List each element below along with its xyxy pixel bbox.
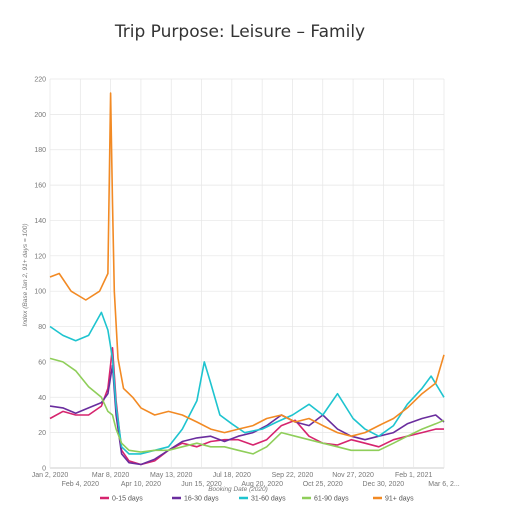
legend: 0-15 days 16-30 days 31-60 days 61-90 days 9… — [100, 496, 414, 503]
y-tick-label: 140 — [34, 218, 46, 225]
y-tick-label: 180 — [34, 147, 46, 154]
grid-lines — [49, 78, 445, 469]
chart-title: Trip Purpose: Leisure – Family — [114, 22, 366, 42]
x-tick-labels: Jan 2, 2020 Feb 4, 2020 Mar 8, 2020 Apr 10,… — [32, 472, 460, 488]
legend-label: 61-90 days — [314, 496, 349, 503]
y-tick-label: 120 — [34, 253, 46, 260]
x-axis-label: Booking Date (2020) — [208, 486, 268, 493]
y-tick-label: 100 — [34, 289, 46, 296]
x-tick-label: Feb 4, 2020 — [62, 481, 99, 488]
x-tick-label: Sep 22, 2020 — [272, 472, 314, 479]
y-tick-labels: 0 20 40 60 80 100 120 140 160 180 200 220 — [34, 77, 46, 473]
y-tick-label: 80 — [38, 324, 46, 331]
y-tick-label: 160 — [34, 183, 46, 190]
legend-label: 16-30 days — [184, 496, 219, 503]
y-axis-label: Index (Base Jan 2, 91+ days = 100) — [22, 224, 29, 327]
legend-label: 0-15 days — [112, 496, 143, 503]
x-tick-label: Oct 25, 2020 — [303, 481, 343, 488]
x-tick-label: Apr 10, 2020 — [121, 481, 161, 488]
x-tick-label: Feb 1, 2021 — [395, 472, 432, 479]
series-line — [49, 346, 444, 466]
x-tick-label: May 13, 2020 — [150, 472, 193, 479]
series-line — [49, 92, 445, 438]
series-lines — [49, 92, 445, 466]
x-tick-label: Aug 20, 2020 — [241, 481, 283, 488]
series-line — [49, 357, 445, 455]
y-tick-label: 200 — [34, 112, 46, 119]
x-tick-label: Nov 27, 2020 — [332, 472, 374, 479]
x-tick-label: Dec 30, 2020 — [363, 481, 405, 488]
x-tick-label: Jan 2, 2020 — [32, 472, 69, 479]
x-tick-label: Mar 6, 2... — [428, 481, 460, 488]
y-tick-label: 60 — [38, 359, 46, 366]
y-tick-label: 40 — [38, 395, 46, 402]
y-tick-label: 220 — [34, 77, 46, 84]
y-tick-label: 0 — [42, 466, 46, 473]
series-line — [49, 311, 445, 455]
legend-label: 31-60 days — [251, 496, 286, 503]
y-tick-label: 20 — [38, 430, 46, 437]
x-tick-label: Jun 15, 2020 — [181, 481, 222, 488]
x-tick-label: Jul 18, 2020 — [213, 472, 251, 479]
x-tick-label: Mar 8, 2020 — [92, 472, 129, 479]
legend-label: 91+ days — [385, 496, 414, 503]
series-line — [49, 364, 445, 466]
